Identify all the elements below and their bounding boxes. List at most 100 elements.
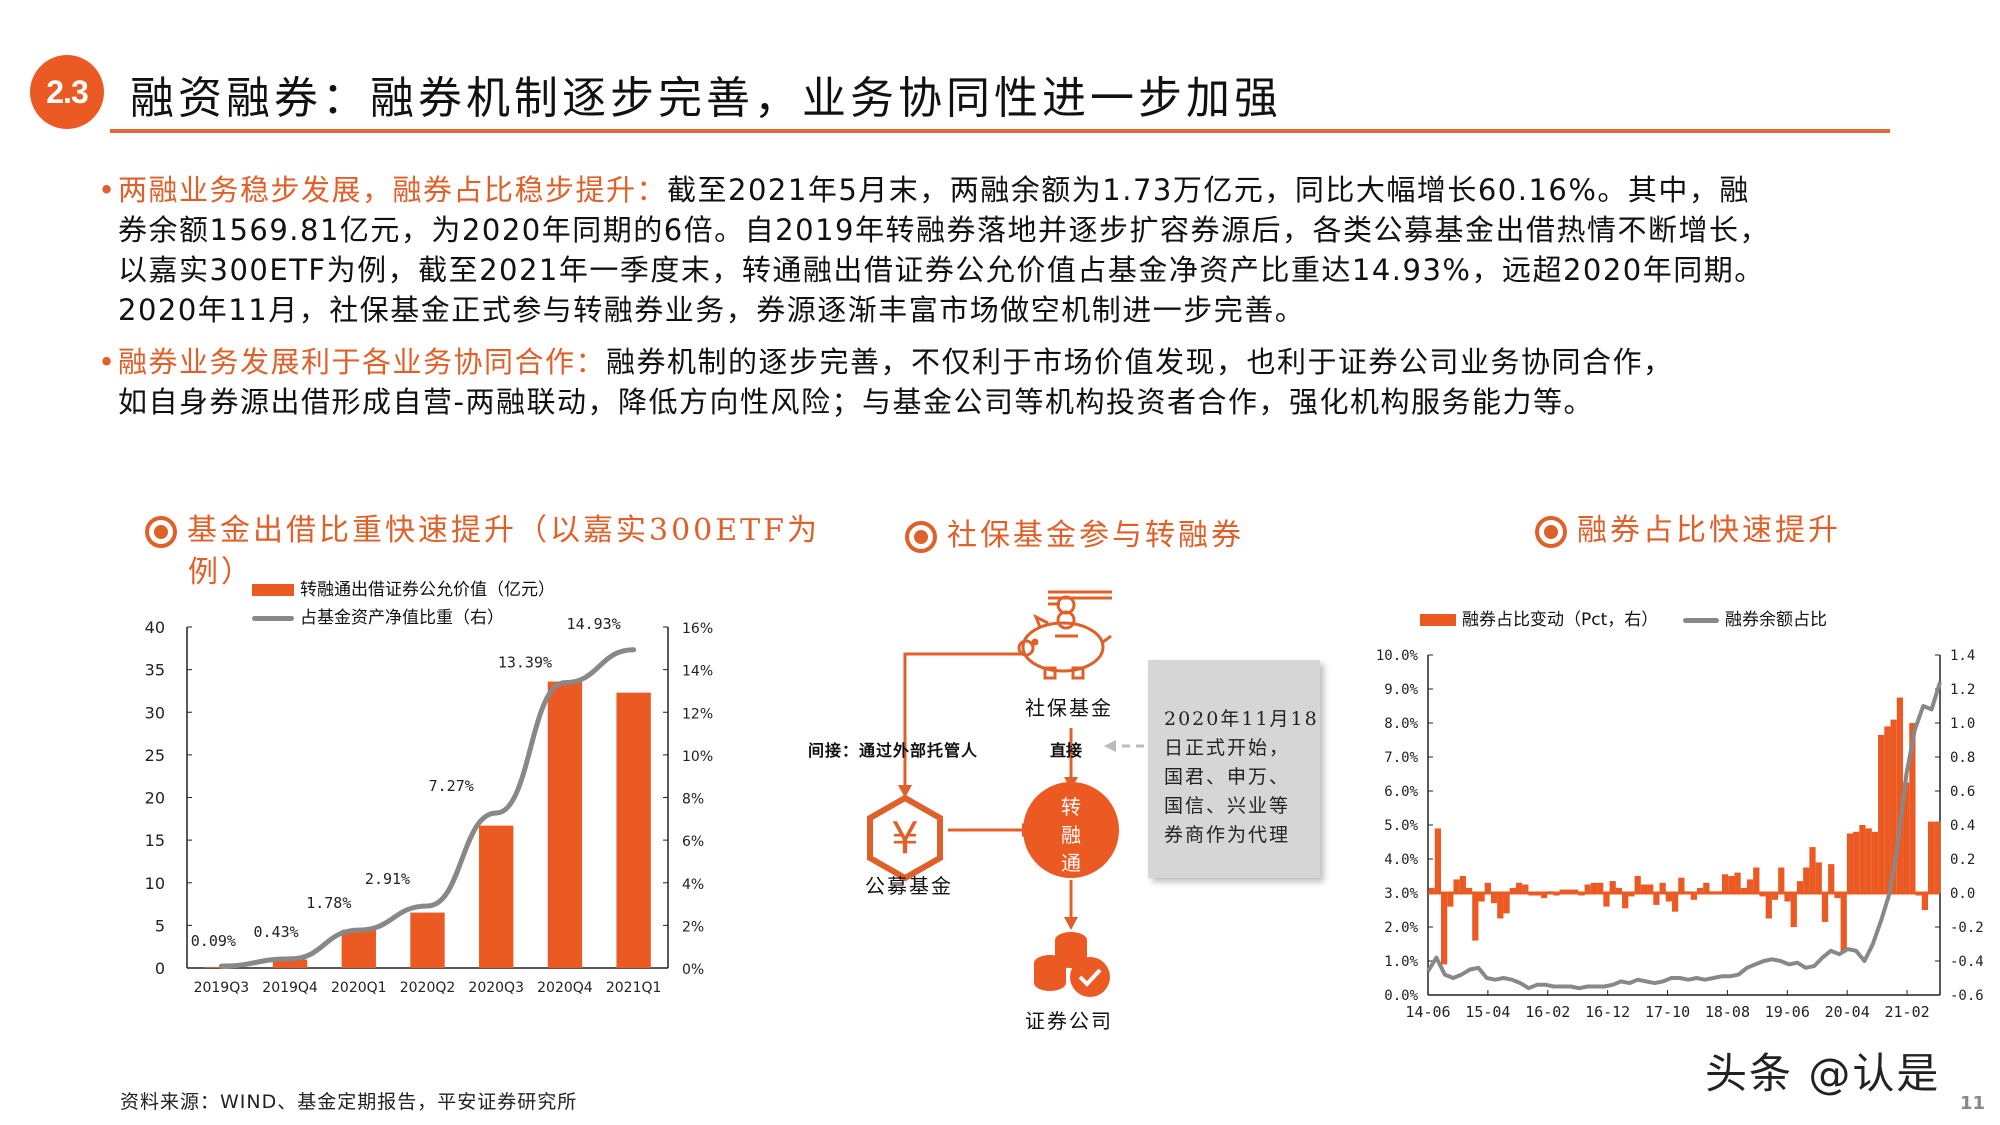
bullet-text: 融券机制的逐步完善，不仅利于市场价值发现，也利于证券公司业务协同合作， bbox=[606, 345, 1674, 379]
legend-line-swatch bbox=[1683, 617, 1719, 623]
svg-text:17-10: 17-10 bbox=[1645, 1003, 1690, 1021]
legend-label: 转融通出借证券公允价值（亿元） bbox=[300, 580, 555, 600]
svg-text:2020Q1: 2020Q1 bbox=[331, 980, 387, 996]
right-panel-title: 融券占比快速提升 bbox=[1535, 505, 1841, 549]
svg-text:2.0%: 2.0% bbox=[1384, 920, 1418, 936]
bullet-text: 如自身券源出借形成自营-两融联动，降低方向性风险；与基金公司等机构投资者合作，强… bbox=[118, 385, 1594, 419]
bullet-text: 2020年11月，社保基金正式参与转融券业务，券源逐渐丰富市场做空机制进一步完善… bbox=[118, 293, 1306, 327]
svg-text:25: 25 bbox=[145, 746, 165, 765]
legend-bar-swatch bbox=[252, 584, 294, 596]
svg-text:8%: 8% bbox=[682, 792, 704, 808]
svg-text:20-04: 20-04 bbox=[1825, 1003, 1870, 1021]
right-panel-title-text: 融券占比快速提升 bbox=[1577, 513, 1841, 548]
left-legend-line: 占基金资产净值比重（右） bbox=[252, 603, 504, 628]
right-legend-line: 融券余额占比 bbox=[1683, 605, 1827, 630]
svg-text:1.2: 1.2 bbox=[1950, 682, 1975, 698]
middle-panel-title: 社保基金参与转融券 bbox=[905, 510, 1244, 554]
svg-text:14-06: 14-06 bbox=[1405, 1003, 1450, 1021]
bullet-lead: 融券业务发展利于各业务协同合作： bbox=[118, 345, 607, 379]
svg-text:9.0%: 9.0% bbox=[1384, 682, 1418, 698]
left-panel-title: 基金出借比重快速提升（以嘉实300ETF为 bbox=[145, 505, 820, 549]
right-bar-line-chart: 0.0% 1.0% 2.0% 3.0% 4.0% 5.0% 6.0% 7.0% 8.0% 9.0%… bbox=[1376, 648, 1984, 1021]
bullet-paragraph-1: • 两融业务稳步发展，融券占比稳步提升：截至2021年5月末，两融余额为1.73… bbox=[98, 170, 1918, 330]
left-panel-title-line2: 例） bbox=[188, 555, 254, 590]
node-securities-firm-label: 证券公司 bbox=[1025, 1009, 1113, 1033]
svg-text:6%: 6% bbox=[682, 834, 704, 850]
middle-panel-title-text: 社保基金参与转融券 bbox=[947, 518, 1244, 553]
legend-label: 占基金资产净值比重（右） bbox=[300, 608, 504, 628]
legend-label: 融券占比变动（Pct，右） bbox=[1462, 610, 1659, 630]
bullet-dot-icon: • bbox=[98, 173, 117, 207]
svg-text:35: 35 bbox=[145, 661, 165, 680]
svg-text:5.0%: 5.0% bbox=[1384, 818, 1418, 834]
svg-text:1.0%: 1.0% bbox=[1384, 954, 1418, 970]
coins-check-icon bbox=[1034, 932, 1110, 997]
svg-text:1.78%: 1.78% bbox=[306, 894, 351, 912]
bullet-text: 截至2021年5月末，两融余额为1.73万亿元，同比大幅增长60.16%。其中，… bbox=[667, 173, 1750, 207]
svg-text:0.09%: 0.09% bbox=[191, 932, 236, 950]
svg-text:0.43%: 0.43% bbox=[253, 923, 298, 941]
svg-text:¥: ¥ bbox=[891, 813, 919, 864]
refinancing-char: 通 bbox=[1061, 851, 1081, 875]
svg-text:0.2: 0.2 bbox=[1950, 852, 1975, 868]
svg-text:2019Q3: 2019Q3 bbox=[194, 980, 250, 996]
svg-text:16-02: 16-02 bbox=[1525, 1003, 1570, 1021]
left-legend-bar: 转融通出借证券公允价值（亿元） bbox=[252, 575, 555, 600]
svg-text:14.93%: 14.93% bbox=[567, 615, 621, 633]
svg-text:8.0%: 8.0% bbox=[1384, 716, 1418, 732]
source-note: 资料来源：WIND、基金定期报告，平安证券研究所 bbox=[120, 1091, 578, 1113]
bullet-text: 以嘉实300ETF为例，截至2021年一季度末，转通融出借证券公允价值占基金净资… bbox=[118, 253, 1765, 287]
left-panel-title-text: 基金出借比重快速提升（以嘉实300ETF为 bbox=[187, 513, 820, 548]
edge-direct-label: 直接 bbox=[1050, 741, 1083, 760]
svg-text:5: 5 bbox=[155, 916, 165, 935]
page-title: 融资融券：融券机制逐步完善，业务协同性进一步加强 bbox=[130, 73, 1282, 124]
svg-text:30: 30 bbox=[145, 703, 165, 722]
svg-text:-0.4: -0.4 bbox=[1950, 954, 1984, 970]
svg-text:0.0: 0.0 bbox=[1950, 886, 1975, 902]
svg-text:18-08: 18-08 bbox=[1705, 1003, 1750, 1021]
svg-text:21-02: 21-02 bbox=[1884, 1003, 1929, 1021]
svg-text:-0.2: -0.2 bbox=[1950, 920, 1984, 936]
svg-text:2020Q2: 2020Q2 bbox=[400, 980, 456, 996]
target-icon bbox=[905, 521, 937, 553]
svg-text:1.0: 1.0 bbox=[1950, 716, 1975, 732]
svg-text:0.0%: 0.0% bbox=[1384, 988, 1418, 1004]
svg-text:6.0%: 6.0% bbox=[1384, 784, 1418, 800]
svg-text:0: 0 bbox=[155, 959, 165, 978]
svg-text:0.4: 0.4 bbox=[1950, 818, 1975, 834]
svg-text:13.39%: 13.39% bbox=[498, 654, 552, 672]
piggy-bank-icon bbox=[1017, 590, 1112, 680]
left-bar-line-chart: 0 5 10 15 20 25 30 35 40 0% 2% 4% 6% 8% 10% 12% 14% 16% 20… bbox=[145, 615, 713, 996]
social-fund-flow-diagram: ¥ bbox=[867, 590, 1144, 997]
note-box: 2020年11月18 日正式开始， 国君、申万、 国信、兴业等 券商作为代理 bbox=[1148, 660, 1320, 878]
svg-text:15-04: 15-04 bbox=[1465, 1003, 1510, 1021]
svg-text:0.6: 0.6 bbox=[1950, 784, 1975, 800]
svg-text:4.0%: 4.0% bbox=[1384, 852, 1418, 868]
svg-text:2019Q4: 2019Q4 bbox=[262, 980, 318, 996]
svg-text:20: 20 bbox=[145, 789, 165, 808]
svg-text:1.4: 1.4 bbox=[1950, 648, 1975, 664]
svg-text:15: 15 bbox=[145, 831, 165, 850]
right-legend-bar: 融券占比变动（Pct，右） bbox=[1420, 605, 1658, 630]
legend-label: 融券余额占比 bbox=[1725, 610, 1827, 630]
svg-text:19-06: 19-06 bbox=[1765, 1003, 1810, 1021]
note-text: 2020年11月18 日正式开始， 国君、申万、 国信、兴业等 券商作为代理 bbox=[1164, 708, 1319, 846]
bullet-dot-icon: • bbox=[98, 345, 117, 379]
svg-text:16%: 16% bbox=[682, 621, 713, 637]
refinancing-circle bbox=[1023, 782, 1119, 878]
legend-bar-swatch bbox=[1420, 614, 1456, 626]
page-number: 11 bbox=[1960, 1093, 1986, 1114]
title-divider bbox=[110, 129, 1890, 133]
legend-line-swatch bbox=[252, 615, 294, 621]
svg-text:7.27%: 7.27% bbox=[429, 777, 474, 795]
svg-text:12%: 12% bbox=[682, 706, 713, 722]
target-icon bbox=[145, 516, 177, 548]
svg-text:14%: 14% bbox=[682, 664, 713, 680]
svg-text:2%: 2% bbox=[682, 919, 704, 935]
svg-text:40: 40 bbox=[145, 618, 165, 637]
bullet-paragraph-2: • 融券业务发展利于各业务协同合作：融券机制的逐步完善，不仅利于市场价值发现，也… bbox=[98, 342, 1918, 422]
target-icon bbox=[1535, 516, 1567, 548]
svg-text:7.0%: 7.0% bbox=[1384, 750, 1418, 766]
svg-text:2.91%: 2.91% bbox=[365, 870, 410, 888]
node-refinancing-label: 转 融 通 bbox=[1060, 793, 1082, 877]
